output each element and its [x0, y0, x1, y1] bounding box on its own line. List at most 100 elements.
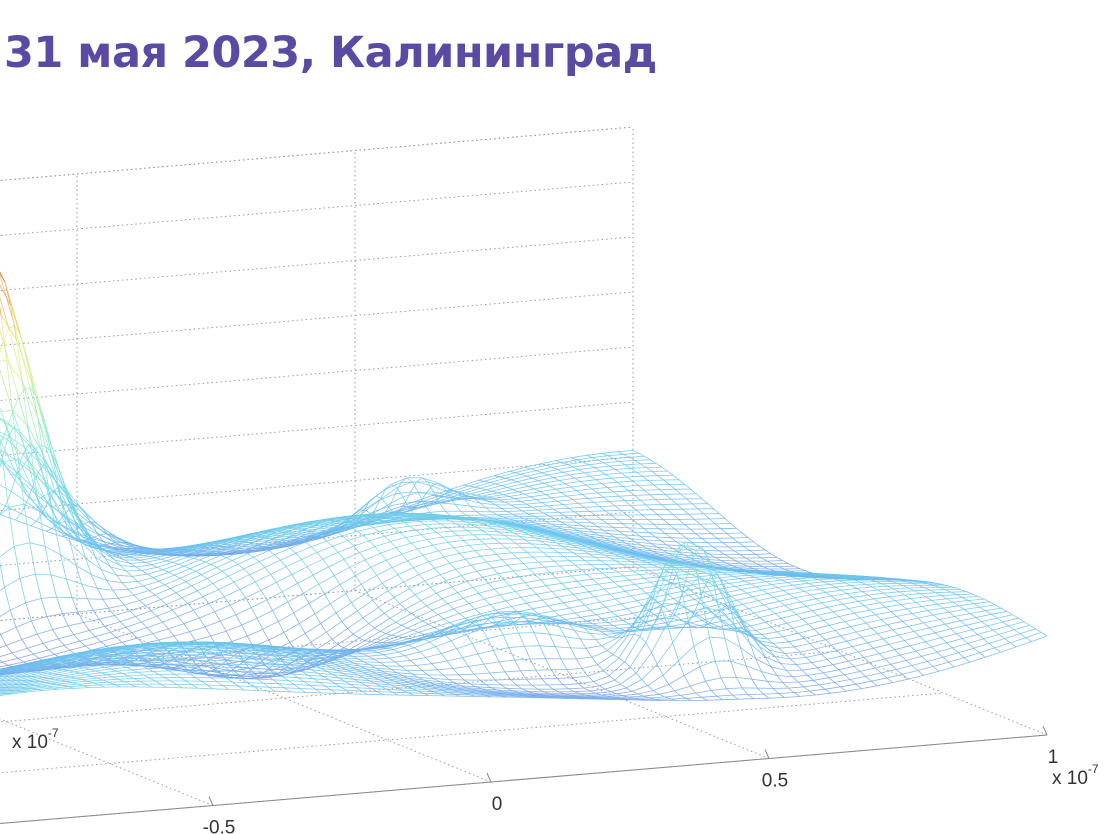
mesh-segment	[334, 520, 351, 523]
mesh-segment	[6, 411, 14, 428]
mesh-segment	[237, 556, 254, 565]
mesh-segment	[45, 530, 62, 537]
mesh-segment	[230, 547, 237, 550]
mesh-segment	[576, 459, 583, 463]
mesh-segment	[458, 492, 465, 500]
mesh-segment	[279, 538, 295, 542]
mesh-segment	[125, 627, 132, 633]
mesh-segment	[83, 622, 90, 631]
mesh-segment	[174, 546, 191, 550]
mesh-segment	[251, 599, 267, 608]
mesh-segment	[375, 519, 392, 522]
mesh-segment	[166, 560, 173, 563]
mesh-segment	[90, 521, 97, 524]
mesh-segment	[375, 495, 382, 499]
mesh-segment	[124, 547, 141, 550]
mesh-segment	[189, 568, 196, 572]
mesh-segment	[478, 479, 485, 482]
mesh-segment	[135, 610, 152, 617]
mesh-segment	[60, 492, 67, 498]
mesh-segment	[228, 568, 244, 577]
mesh-segment	[261, 536, 268, 538]
mesh-segment	[197, 550, 204, 552]
mesh-segment	[141, 566, 158, 571]
mesh-segment	[493, 470, 510, 477]
mesh-segment	[515, 472, 522, 475]
mesh-segment	[187, 603, 194, 611]
mesh-segment	[145, 558, 162, 563]
mesh-segment	[145, 599, 161, 606]
mesh-segment	[0, 679, 11, 684]
mesh-segment	[195, 564, 212, 572]
mesh-segment	[262, 547, 270, 551]
mesh-segment	[79, 636, 96, 642]
mesh-segment	[160, 659, 167, 666]
mesh-segment	[38, 654, 55, 659]
mesh-segment	[398, 502, 406, 512]
mesh-segment	[98, 615, 115, 620]
mesh-segment	[58, 638, 65, 646]
mesh-segment	[17, 657, 24, 663]
mesh-segment	[150, 604, 167, 612]
mesh-segment	[189, 626, 206, 633]
mesh-segment	[180, 545, 196, 551]
mesh-segment	[270, 574, 277, 583]
mesh-segment	[183, 559, 200, 567]
mesh-segment	[56, 596, 63, 614]
mesh-segment	[10, 305, 17, 340]
mesh-segment	[91, 524, 99, 535]
mesh-segment	[493, 475, 500, 478]
mesh-segment	[226, 550, 243, 559]
mesh-segment	[269, 538, 286, 541]
mesh-segment	[160, 554, 177, 560]
mesh-segment	[93, 540, 100, 550]
mesh-segment	[0, 360, 7, 362]
mesh-segment	[0, 507, 9, 516]
mesh-segment	[54, 649, 71, 655]
mesh-segment	[8, 436, 16, 460]
mesh-segment	[66, 578, 82, 585]
mesh-segment	[474, 498, 481, 504]
mesh-segment	[483, 498, 500, 501]
mesh-segment	[251, 542, 258, 546]
mesh-segment	[102, 599, 110, 609]
mesh-segment	[37, 472, 55, 492]
mesh-segment	[9, 610, 17, 628]
mesh-segment	[176, 549, 193, 556]
mesh-segment	[338, 515, 355, 519]
mesh-segment	[11, 652, 19, 659]
mesh-segment	[51, 528, 68, 536]
mesh-segment	[48, 491, 56, 526]
mesh-segment	[220, 548, 237, 556]
mesh-segment	[87, 598, 94, 611]
mesh-segment	[106, 641, 123, 647]
mesh-segment	[185, 574, 202, 583]
mesh-segment	[468, 480, 485, 487]
mesh-segment	[73, 519, 90, 544]
mesh-segment	[484, 480, 491, 483]
mesh-segment	[27, 647, 34, 655]
mesh-segment	[484, 476, 500, 482]
mesh-segment	[81, 583, 98, 589]
mesh-segment	[276, 582, 283, 593]
mesh-segment	[8, 325, 15, 329]
mesh-segment	[293, 535, 300, 539]
mesh-segment	[470, 493, 477, 496]
mesh-segment	[193, 552, 210, 559]
mesh-segment	[315, 533, 322, 538]
mesh-segment	[195, 635, 211, 641]
mesh-segment	[324, 526, 331, 530]
mesh-segment	[264, 567, 272, 575]
mesh-segment	[27, 458, 44, 497]
mesh-segment	[177, 616, 185, 624]
mesh-segment	[43, 492, 50, 497]
mesh-segment	[567, 464, 574, 468]
mesh-segment	[257, 544, 264, 548]
mesh-segment	[31, 382, 48, 434]
mesh-segment	[255, 573, 271, 583]
mesh-segment	[120, 616, 136, 623]
mesh-segment	[0, 586, 5, 592]
mesh-segment	[48, 491, 65, 518]
mesh-segment	[108, 607, 115, 616]
mesh-segment	[52, 459, 69, 500]
